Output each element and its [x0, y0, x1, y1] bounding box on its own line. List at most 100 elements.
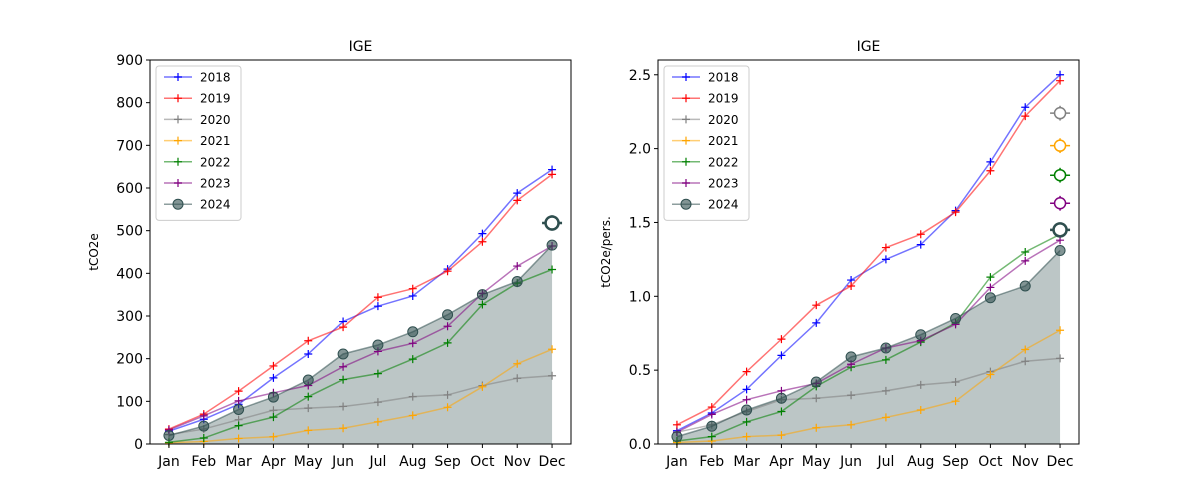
series-2020-point: [812, 394, 821, 403]
series-2024-point: [810, 376, 822, 388]
series-2024-point: [706, 420, 718, 432]
legend-box: [155, 65, 242, 221]
series-2024-point: [775, 392, 787, 404]
series-2022-point: [548, 265, 557, 274]
series-2021-point: [881, 413, 890, 422]
x-tick-label: Aug: [907, 454, 934, 470]
series-2020-point: [339, 402, 348, 411]
x-tick-label: Jul: [368, 454, 386, 470]
legend-entry-2019: 2019: [672, 92, 739, 106]
legend-label: 2020: [200, 113, 231, 127]
series-2018-point: [812, 318, 821, 327]
legend-marker: [174, 157, 182, 166]
series-2019: [672, 76, 1065, 429]
series-2021-point: [478, 382, 487, 391]
series-2021-point: [742, 432, 751, 441]
legend-marker: [682, 73, 690, 81]
series-2023-point: [742, 395, 751, 404]
series-2020-point: [548, 371, 557, 380]
x-tick-label: Mar: [733, 454, 760, 470]
series-2018-point: [1021, 103, 1030, 112]
series-2023-point: [199, 411, 208, 420]
series-2018-point: [513, 189, 522, 198]
left-chart-panel: 0 100 200 300 400 500 600 700 800 900 Jan Feb Mar Apr…: [87, 39, 572, 470]
series-2019-point: [986, 166, 995, 175]
legend-label: 2019: [708, 92, 739, 106]
projection-point: [1052, 222, 1068, 238]
series-2021: [164, 345, 557, 447]
series-2024-point: [407, 326, 419, 338]
x-tick-label: Nov: [1012, 454, 1039, 470]
series-2021-point: [986, 370, 995, 379]
x-tick-label: Nov: [504, 454, 531, 470]
series-2024-area: [168, 245, 553, 444]
x-tick-label: Apr: [261, 454, 285, 470]
series-2022-point: [234, 421, 243, 430]
series-2022-point: [304, 392, 313, 401]
series-2023-point: [513, 262, 522, 271]
y-tick-label: 0.5: [629, 363, 651, 379]
series-2024-point: [372, 339, 384, 351]
y-axis-label: tCO2e: [87, 233, 101, 271]
series-2019-point: [373, 293, 382, 302]
x-tick-label: May: [802, 454, 831, 470]
series-2019-point: [548, 170, 557, 179]
series-2022-point: [881, 355, 890, 364]
series-2024-point: [163, 429, 175, 441]
series-2023-point: [339, 362, 348, 371]
x-tick-label: Jun: [331, 454, 354, 470]
legend-marker: [174, 73, 182, 81]
series-2022-point: [269, 413, 278, 422]
legend-label: 2024: [708, 198, 739, 212]
series-2024-point: [950, 312, 962, 324]
x-tick-label: Jun: [839, 454, 862, 470]
series-2020-line: [168, 374, 553, 436]
series-2020-point: [847, 391, 856, 400]
x-tick-label: Aug: [399, 454, 426, 470]
series-2018-point: [269, 373, 278, 382]
legend-label: 2020: [708, 113, 739, 127]
y-tick-label: 1.5: [629, 215, 651, 231]
projection-point: [1053, 106, 1067, 120]
x-tick-label: Apr: [769, 454, 793, 470]
series-2019-point: [408, 284, 417, 293]
y-tick-label: 0.0: [629, 437, 651, 453]
series-2024-point: [880, 342, 892, 354]
series-2019-line: [676, 80, 1061, 426]
y-tick-label: 400: [116, 266, 143, 282]
y-tick-label: 300: [116, 309, 143, 325]
x-tick-label: Jul: [876, 454, 894, 470]
legend-label: 2023: [200, 177, 231, 191]
y-axis-label: tCO2e/pers.: [599, 216, 613, 288]
x-tick-label: Sep: [434, 454, 461, 470]
series-2024-point: [511, 275, 523, 287]
series-2023: [672, 236, 1065, 437]
series-2022-point: [408, 355, 417, 364]
series-2018-point: [408, 291, 417, 300]
series-2024-point: [1054, 245, 1066, 257]
legend-entry-2020: 2020: [164, 113, 231, 127]
series-2022-point: [986, 273, 995, 282]
series-2021-point: [269, 432, 278, 441]
series-2021-point: [1056, 326, 1065, 335]
series-2022-point: [199, 434, 208, 443]
series-2024-point: [546, 239, 558, 251]
series-2019-point: [777, 335, 786, 344]
series-2020-point: [408, 392, 417, 401]
legend-label: 2021: [200, 134, 231, 148]
projection-marker: [1050, 105, 1071, 121]
y-tick-label: 0: [134, 437, 143, 453]
series-2021-point: [548, 345, 557, 354]
series-2019-point: [513, 196, 522, 205]
y-tick-label: 200: [116, 352, 143, 368]
series-2019-point: [742, 367, 751, 376]
legend-entry-2019: 2019: [164, 92, 231, 106]
series-2019-point: [269, 361, 278, 370]
series-2019-point: [707, 403, 716, 412]
series-2022-point: [1021, 248, 1030, 256]
legend-marker: [682, 179, 690, 187]
series-2019-point: [881, 243, 890, 252]
series-2024-point: [915, 329, 927, 341]
axes-frame: [657, 59, 1080, 445]
series-2021-point: [951, 397, 960, 406]
